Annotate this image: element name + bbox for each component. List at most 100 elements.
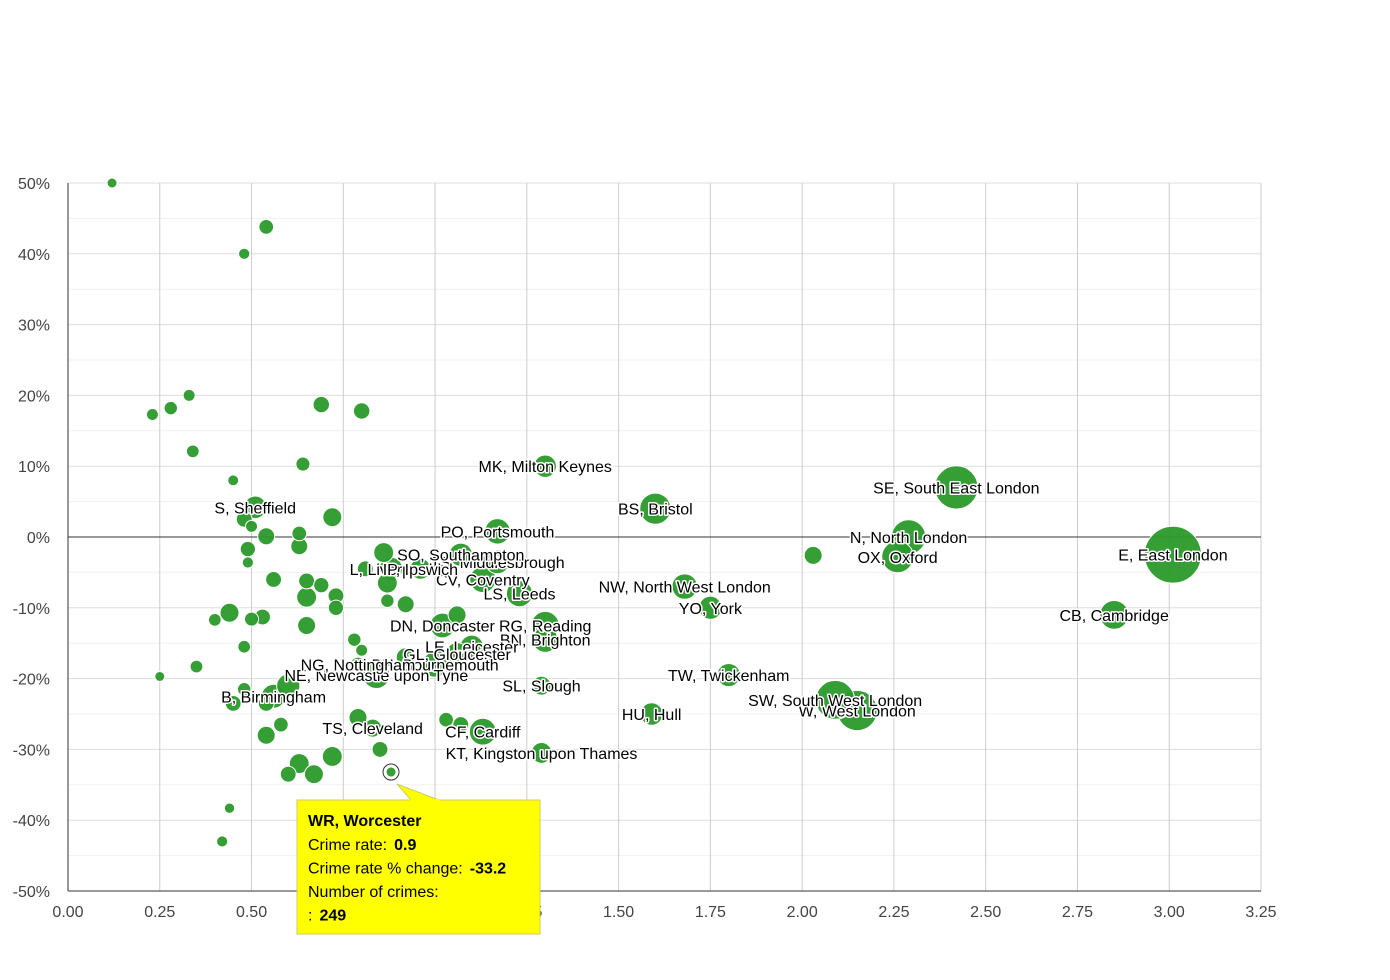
bubble-label: NG, Nottingham bbox=[301, 657, 416, 674]
bubble-point bbox=[447, 605, 467, 625]
bubble-point bbox=[348, 708, 368, 728]
x-tick-label: 2.50 bbox=[970, 904, 1001, 921]
bubble-label: TW, Twickenham bbox=[668, 668, 790, 685]
bubble-label: LS, Leeds bbox=[483, 587, 555, 604]
bubble-point bbox=[244, 611, 260, 627]
bubble-point bbox=[182, 388, 196, 402]
bubble-point bbox=[106, 177, 118, 189]
tooltip-row-label: Number of crimes: bbox=[308, 884, 439, 901]
bubble-label: RG, Reading bbox=[499, 619, 592, 636]
x-tick-label: 2.00 bbox=[787, 904, 818, 921]
bubble-label: NE, Newcastle upon Tyne bbox=[284, 668, 468, 685]
x-tick-label: 3.25 bbox=[1245, 904, 1276, 921]
y-tick-label: -30% bbox=[13, 742, 50, 759]
bubble-point bbox=[216, 835, 229, 848]
bubble-point bbox=[371, 740, 389, 758]
x-tick-label: 1.75 bbox=[695, 904, 726, 921]
bubble-point bbox=[409, 557, 432, 580]
bubble-point bbox=[352, 402, 371, 420]
bubble-label: N, North London bbox=[850, 530, 967, 547]
bubble-point bbox=[258, 219, 275, 235]
bubble-point bbox=[1143, 525, 1202, 584]
bubble-point bbox=[385, 766, 397, 778]
bubble-point bbox=[347, 632, 362, 647]
bubble-labels: E, East London SE, South East London CB, C… bbox=[213, 458, 1229, 765]
bubble-label: B, Birmingham bbox=[221, 689, 326, 706]
bubble-point bbox=[257, 694, 275, 712]
bubble-point bbox=[429, 612, 456, 639]
bubble-label: E, East London bbox=[1118, 548, 1227, 565]
tooltip-row-value: -33.2 bbox=[470, 861, 507, 878]
bubble-point bbox=[279, 765, 297, 783]
bubble-label: L, Liverpool bbox=[350, 562, 433, 579]
bubble-point bbox=[469, 565, 497, 594]
bubble-point bbox=[298, 572, 316, 590]
bubble-point bbox=[291, 525, 308, 542]
bubble-point bbox=[380, 593, 395, 608]
bubble-point bbox=[1099, 599, 1130, 630]
bubble-point bbox=[698, 595, 723, 620]
bubble-label: OX, Oxford bbox=[858, 550, 938, 567]
bubble-point bbox=[154, 670, 166, 682]
bubble-label: CV, Coventry bbox=[436, 572, 530, 589]
bubble-point bbox=[363, 718, 383, 738]
bubble-point bbox=[265, 571, 283, 588]
bubble-point bbox=[163, 400, 178, 416]
bubble-label: BH, Bournemouth bbox=[371, 657, 498, 674]
bubble-label: MK, Milton Keynes bbox=[479, 459, 612, 476]
tooltip-row-value: 249 bbox=[319, 908, 346, 925]
bubble-point bbox=[312, 395, 330, 414]
bubble-label: W, West London bbox=[799, 703, 916, 720]
bubble-point bbox=[468, 717, 497, 746]
bubble-point bbox=[445, 642, 469, 666]
tooltip-row-label: Crime rate % change: bbox=[308, 861, 463, 878]
bubble-highlight-ring bbox=[382, 763, 400, 781]
bubble-point bbox=[362, 661, 391, 689]
bubble-point bbox=[421, 651, 449, 678]
tooltip-row-label: Crime rate: bbox=[308, 837, 387, 854]
bubble-label: DN, Doncaster bbox=[390, 619, 496, 636]
bubble-point bbox=[803, 545, 823, 565]
bubble-point bbox=[295, 456, 311, 472]
bubble-point bbox=[257, 527, 276, 546]
bubble-point bbox=[350, 656, 366, 673]
y-tick-label: -20% bbox=[13, 672, 50, 689]
x-tick-label: 0.50 bbox=[236, 904, 267, 921]
y-tick-label: 30% bbox=[18, 318, 50, 335]
y-tick-label: -50% bbox=[13, 884, 50, 901]
bubble-point bbox=[313, 576, 330, 594]
bubble-point bbox=[395, 647, 416, 668]
tooltip: WR, Worcester Crime rate: 0.9 Crime rate % … bbox=[296, 783, 541, 935]
bubble-point bbox=[245, 519, 259, 533]
bubble-point bbox=[145, 408, 159, 422]
bubble-point bbox=[639, 492, 672, 525]
bubble-label: CF, Cardiff bbox=[445, 725, 521, 742]
bubble-point bbox=[273, 716, 289, 733]
bubble-label: TS, Cleveland bbox=[322, 721, 423, 738]
bubble-point bbox=[448, 542, 473, 567]
x-tick-label: 2.25 bbox=[878, 904, 909, 921]
bubble-point bbox=[227, 474, 240, 487]
bubble-point bbox=[881, 540, 914, 574]
bubble-label: PO, Portsmouth bbox=[441, 524, 555, 541]
bubble-point bbox=[484, 549, 510, 575]
y-tick-label: 0% bbox=[27, 530, 50, 547]
bubble-label: S, Sheffield bbox=[214, 500, 296, 517]
y-tick-label: 50% bbox=[18, 176, 50, 193]
x-tick-label: 0.00 bbox=[52, 904, 83, 921]
bubble-point bbox=[716, 662, 741, 688]
bubble-point bbox=[189, 659, 204, 674]
bubble-point bbox=[224, 694, 242, 712]
bubble-point bbox=[239, 540, 257, 558]
x-axis-tick-labels: 0.000.250.500.751.001.251.501.752.002.25… bbox=[52, 904, 1276, 921]
bubble-label: YO, York bbox=[679, 601, 743, 618]
bubble-label: NW, North West London bbox=[599, 580, 771, 597]
bubble-point bbox=[356, 560, 374, 578]
bubble-point bbox=[533, 454, 557, 478]
bubble-label: HU, Hull bbox=[622, 707, 682, 724]
y-axis-tick-labels: 50% 40% 30% 20% 10% 0% -10% -20% -30% -40% -50% bbox=[13, 176, 50, 901]
bubble-point bbox=[934, 465, 979, 510]
bubble-label: GL, Gloucester bbox=[403, 647, 511, 664]
bubble-label: BS, Bristol bbox=[618, 502, 693, 519]
